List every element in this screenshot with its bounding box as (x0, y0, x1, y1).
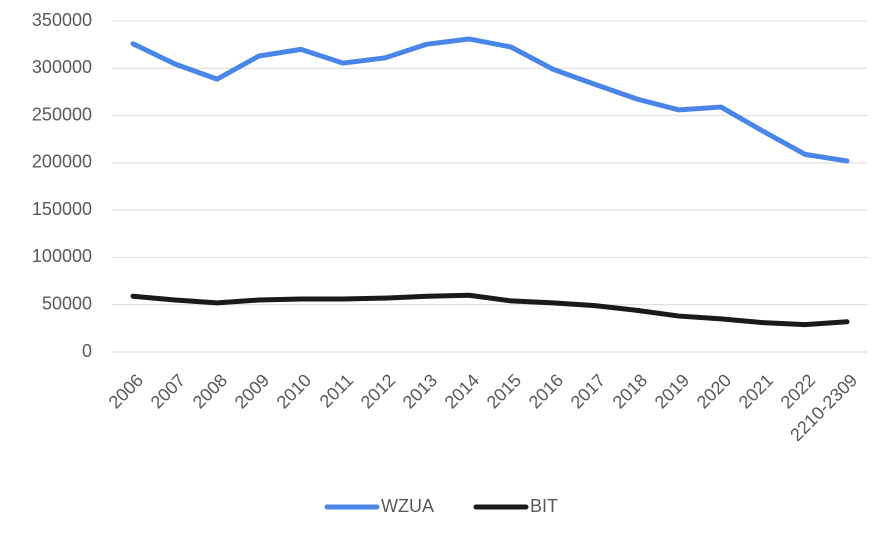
y-tick-label: 350000 (32, 10, 92, 30)
x-tick-label: 2013 (399, 370, 441, 412)
x-tick-label: 2015 (483, 370, 525, 412)
series-line (130, 36, 850, 164)
y-tick-label: 200000 (32, 152, 92, 172)
x-tick-label: 2019 (651, 370, 693, 412)
x-tick-label: 2021 (735, 370, 777, 412)
y-tick-label: 0 (82, 341, 92, 361)
y-tick-label: 250000 (32, 104, 92, 124)
x-tick-label: 2006 (105, 370, 147, 412)
x-tick-label: 2014 (441, 370, 483, 412)
y-tick-label: 100000 (32, 246, 92, 266)
x-tick-label: 2007 (147, 370, 189, 412)
x-tick-label: 2018 (609, 370, 651, 412)
legend-label: BIT (530, 496, 558, 516)
y-tick-label: 150000 (32, 199, 92, 219)
y-tick-label: 300000 (32, 57, 92, 77)
legend-label: WZUA (381, 496, 434, 516)
x-tick-label: 2017 (567, 370, 609, 412)
x-tick-label: 2020 (693, 370, 735, 412)
x-tick-label: 2011 (316, 370, 358, 412)
x-tick-label: 2016 (525, 370, 567, 412)
series-line (130, 292, 850, 328)
x-tick-label: 2010 (273, 370, 315, 412)
x-tick-label: 2009 (231, 370, 273, 412)
x-tick-label: 2008 (189, 370, 231, 412)
y-tick-label: 50000 (42, 293, 92, 313)
x-tick-label: 2012 (357, 370, 399, 412)
